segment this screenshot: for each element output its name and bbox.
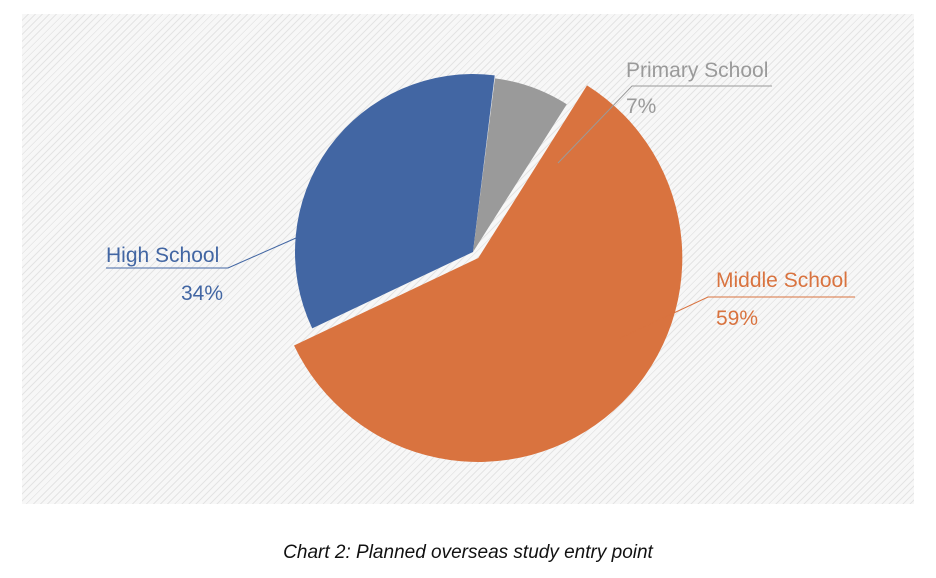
slice-label-middle-school: Middle School [716, 269, 848, 292]
chart-caption: Chart 2: Planned overseas study entry po… [283, 542, 653, 563]
slice-value-high-school: 34% [181, 282, 223, 305]
pie-slice-high-school [295, 73, 495, 329]
slice-value-middle-school: 59% [716, 307, 758, 330]
leader-line-high-school [106, 237, 297, 269]
slice-value-primary-school: 7% [626, 95, 656, 118]
leader-line-middle-school [619, 296, 855, 339]
pie-chart: Middle School 59% High School 34% Primary Sc… [106, 59, 855, 462]
chart-area: Middle School 59% High School 34% Primary Sc… [22, 14, 914, 504]
pie-slice-primary-school [473, 78, 567, 252]
slice-label-high-school: High School [106, 244, 219, 267]
slice-label-primary-school: Primary School [626, 59, 768, 82]
pie-slice-middle-school [294, 85, 683, 462]
leader-line-primary-school [557, 85, 772, 164]
